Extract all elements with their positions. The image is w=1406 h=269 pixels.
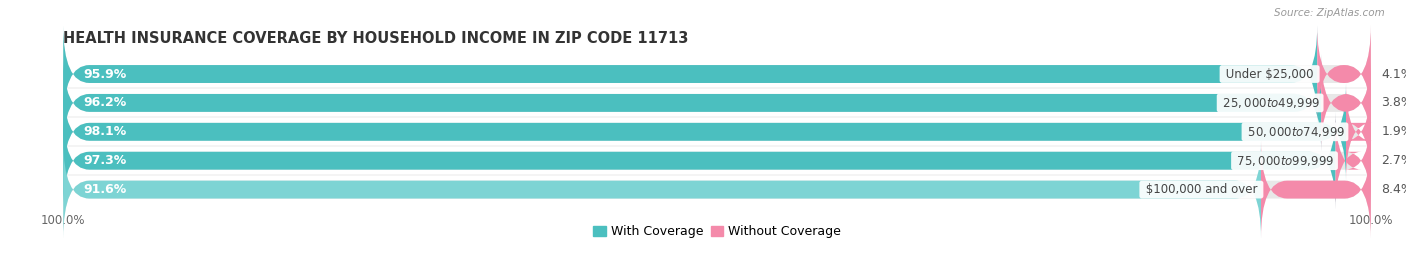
Text: 96.2%: 96.2% [83, 96, 127, 109]
FancyBboxPatch shape [1344, 83, 1372, 181]
FancyBboxPatch shape [63, 25, 1371, 123]
Text: $50,000 to $74,999: $50,000 to $74,999 [1244, 125, 1346, 139]
Text: 97.3%: 97.3% [83, 154, 127, 167]
Text: Source: ZipAtlas.com: Source: ZipAtlas.com [1274, 8, 1385, 18]
Text: $100,000 and over: $100,000 and over [1142, 183, 1261, 196]
FancyBboxPatch shape [63, 141, 1261, 238]
Text: 8.4%: 8.4% [1381, 183, 1406, 196]
FancyBboxPatch shape [63, 83, 1371, 181]
Text: 2.7%: 2.7% [1381, 154, 1406, 167]
FancyBboxPatch shape [63, 112, 1371, 210]
Text: $25,000 to $49,999: $25,000 to $49,999 [1219, 96, 1322, 110]
Text: 3.8%: 3.8% [1381, 96, 1406, 109]
Text: $75,000 to $99,999: $75,000 to $99,999 [1233, 154, 1336, 168]
Text: HEALTH INSURANCE COVERAGE BY HOUSEHOLD INCOME IN ZIP CODE 11713: HEALTH INSURANCE COVERAGE BY HOUSEHOLD I… [63, 31, 689, 46]
FancyBboxPatch shape [1261, 141, 1371, 238]
FancyBboxPatch shape [63, 25, 1317, 123]
Text: 95.9%: 95.9% [83, 68, 127, 80]
FancyBboxPatch shape [63, 141, 1371, 238]
Text: 4.1%: 4.1% [1381, 68, 1406, 80]
FancyBboxPatch shape [63, 112, 1336, 210]
Text: 1.9%: 1.9% [1381, 125, 1406, 138]
FancyBboxPatch shape [1336, 112, 1371, 210]
Text: 91.6%: 91.6% [83, 183, 127, 196]
FancyBboxPatch shape [1317, 25, 1371, 123]
Text: Under $25,000: Under $25,000 [1222, 68, 1317, 80]
Text: 98.1%: 98.1% [83, 125, 127, 138]
FancyBboxPatch shape [1322, 54, 1371, 152]
FancyBboxPatch shape [63, 83, 1346, 181]
Legend: With Coverage, Without Coverage: With Coverage, Without Coverage [593, 225, 841, 238]
FancyBboxPatch shape [63, 54, 1371, 152]
FancyBboxPatch shape [63, 54, 1322, 152]
